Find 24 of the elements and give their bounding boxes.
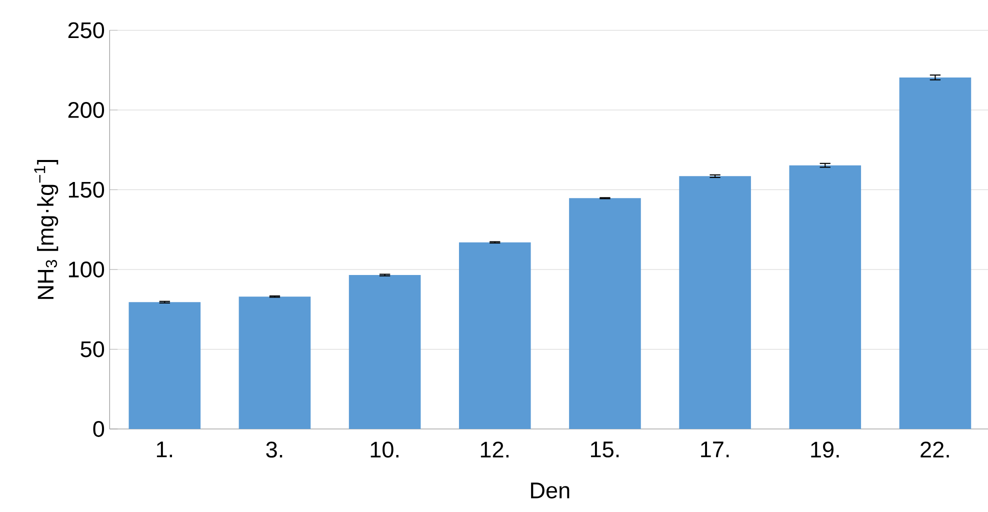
y-tick-label: 100 (68, 261, 104, 278)
bar (458, 242, 531, 429)
bar (238, 296, 311, 429)
bar (899, 77, 972, 429)
x-tick-label: 12. (480, 442, 509, 458)
bar (679, 176, 751, 429)
y-tick-label: 250 (68, 22, 104, 38)
y-tick-label: 50 (80, 341, 104, 358)
y-axis-title: NH$_{3}$ [mg·kg$^{−1}$] (34, 160, 58, 299)
y-tick-label: 0 (93, 420, 104, 437)
y-tick-label: 150 (68, 182, 104, 198)
bar (789, 165, 862, 429)
x-tick-label: 10. (370, 442, 398, 458)
x-tick-label: 3. (266, 442, 282, 458)
bar (348, 274, 421, 429)
y-tick-label: 200 (68, 102, 104, 118)
bar (128, 302, 201, 429)
bar (569, 198, 641, 429)
x-tick-label: 22. (920, 442, 949, 458)
x-axis-title: Den (531, 482, 570, 498)
x-tick-label: 19. (811, 442, 839, 458)
x-tick-label: 15. (591, 442, 619, 458)
x-tick-label: 17. (701, 442, 729, 458)
x-tick-label: 1. (156, 442, 172, 458)
